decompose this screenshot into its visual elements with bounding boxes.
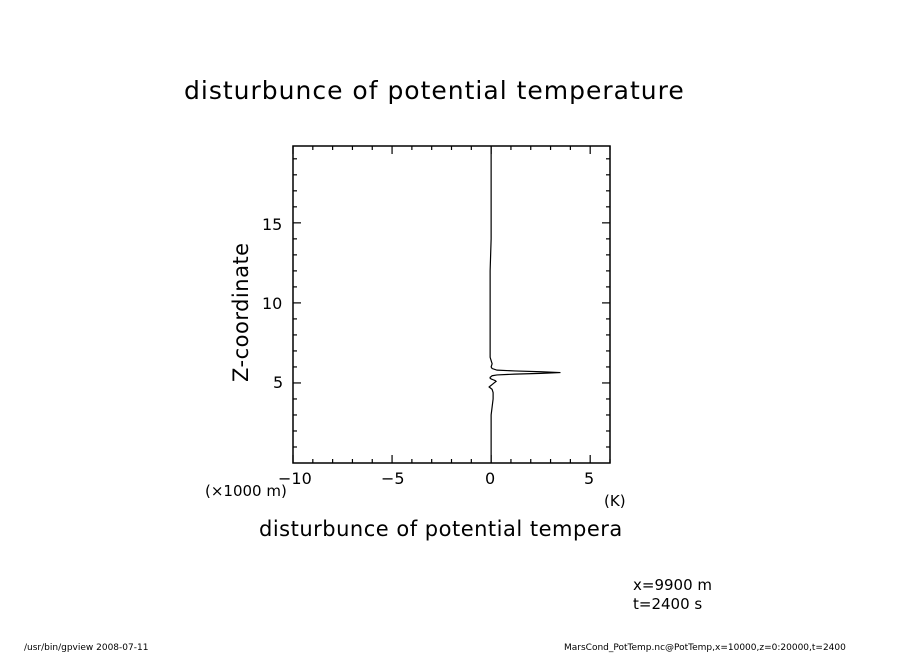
x-position-info: x=9900 m	[633, 576, 712, 594]
x-tick-label--10: −10	[278, 469, 312, 488]
axis-ticks	[292, 146, 611, 463]
x-tick-label-0: 0	[485, 469, 496, 488]
series-line	[488, 146, 561, 463]
plot-frame	[292, 145, 611, 464]
y-unit-label: (×1000 m)	[205, 482, 287, 500]
y-axis-label: Z-coordinate	[229, 242, 253, 382]
y-tick-label-5: 5	[273, 373, 284, 392]
x-axis-label: disturbunce of potential tempera	[259, 517, 623, 541]
footer-left: /usr/bin/gpview 2008-07-11	[24, 643, 149, 653]
x-tick-label-5: 5	[584, 469, 595, 488]
footer-right: MarsCond_PotTemp.nc@PotTemp,x=10000,z=0:…	[564, 643, 846, 653]
time-info: t=2400 s	[633, 595, 703, 613]
x-unit-label: (K)	[604, 492, 626, 510]
y-tick-label-15: 15	[262, 215, 283, 234]
chart-title: disturbunce of potential temperature	[184, 76, 685, 105]
x-tick-label--5: −5	[381, 469, 405, 488]
y-tick-label-10: 10	[262, 294, 283, 313]
